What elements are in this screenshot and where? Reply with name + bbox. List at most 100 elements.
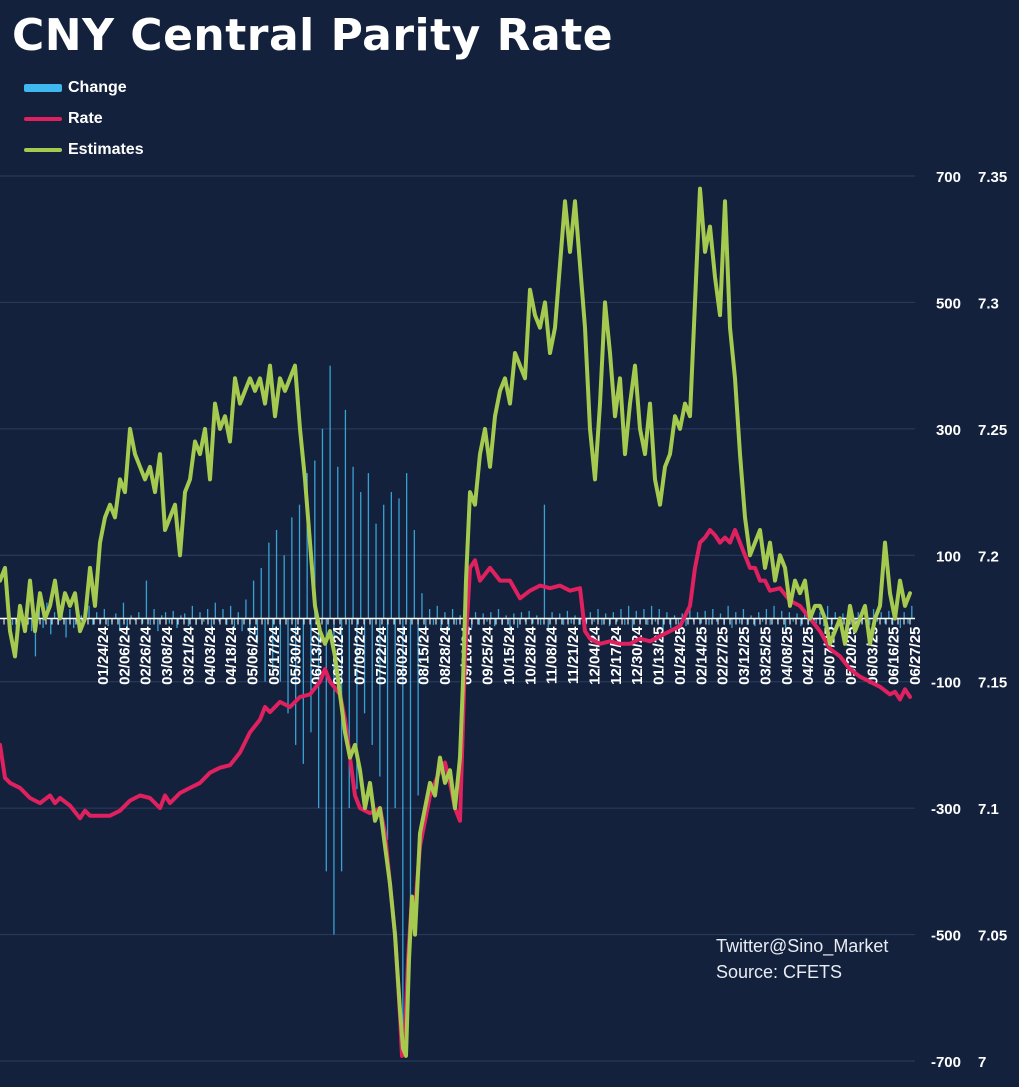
change-bar	[788, 612, 791, 619]
change-bar	[486, 618, 488, 622]
change-bar	[494, 618, 496, 627]
change-bar	[375, 523, 377, 619]
change-bar	[260, 567, 262, 619]
change-bar	[570, 618, 572, 624]
change-bar	[490, 612, 492, 619]
right-axis-tick-label: 7.35	[978, 169, 1007, 186]
change-bar	[670, 618, 672, 628]
x-axis-tick-label: 08/15/24	[416, 626, 433, 685]
change-bar	[509, 618, 511, 632]
legend-label-rate: Rate	[68, 109, 103, 127]
legend-item-change: Change	[24, 72, 144, 103]
change-bar	[650, 605, 653, 619]
x-axis-tick-label: 06/26/24	[330, 626, 347, 685]
change-bar	[888, 610, 890, 619]
left-axis-tick-label: -700	[931, 1054, 961, 1071]
x-axis-tick-label: 04/03/24	[202, 626, 219, 685]
legend-swatch-rate	[24, 116, 62, 121]
right-axis-tick-label: 7.2	[978, 548, 999, 565]
change-bar	[295, 618, 297, 745]
change-bar	[884, 618, 886, 624]
x-axis-tick-label: 05/17/24	[266, 626, 283, 685]
change-bar	[792, 618, 794, 622]
change-bar	[50, 618, 52, 635]
change-bar	[417, 618, 419, 796]
change-bar	[199, 612, 201, 619]
left-axis-tick-label: -100	[931, 675, 961, 692]
x-axis-tick-label: 04/08/25	[779, 627, 796, 685]
change-bar	[302, 618, 304, 764]
change-bar	[306, 473, 308, 619]
change-bar	[245, 599, 247, 619]
x-axis-tick-label: 06/16/25	[886, 627, 903, 685]
change-bar	[666, 612, 668, 619]
change-bar	[593, 618, 595, 622]
change-bar	[406, 473, 408, 619]
x-axis-tick-label: 02/26/24	[138, 626, 155, 685]
x-axis-tick-label: 02/06/24	[116, 626, 133, 685]
change-bar	[65, 618, 67, 638]
change-bar	[241, 618, 243, 632]
x-axis-tick-label: 12/17/24	[608, 626, 625, 685]
x-axis-tick-label: 07/22/24	[373, 626, 390, 685]
change-bar	[735, 612, 737, 619]
credits: Twitter@Sino_Market Source: CFETS	[716, 933, 888, 985]
change-bar	[141, 618, 144, 624]
change-bar	[184, 613, 186, 619]
change-bar	[356, 618, 358, 790]
legend-swatch-change	[24, 83, 62, 92]
x-axis-tick-label: 12/30/24	[629, 626, 646, 685]
change-bar	[367, 473, 370, 619]
change-bar	[394, 618, 396, 809]
change-bar	[627, 605, 630, 619]
change-bar	[532, 618, 534, 624]
change-bar	[256, 618, 259, 644]
change-bar	[562, 618, 565, 625]
change-bars	[8, 365, 913, 1049]
change-bar	[11, 618, 14, 625]
x-axis-tick-label: 09/25/24	[480, 626, 497, 685]
change-bar	[520, 612, 523, 619]
change-bar	[348, 618, 350, 809]
x-axis-tick-label: 04/21/25	[800, 627, 817, 685]
change-bar	[478, 618, 481, 625]
change-bar	[643, 609, 645, 619]
change-bar	[474, 612, 477, 619]
x-axis-tick-label: 03/12/25	[736, 627, 753, 685]
change-bar	[528, 610, 530, 619]
change-bar	[42, 618, 44, 628]
change-bar	[360, 492, 362, 619]
change-bar	[708, 618, 710, 625]
change-bar	[800, 618, 802, 627]
right-axis-tick-label: 7.15	[978, 675, 1007, 692]
change-bar	[107, 618, 109, 627]
right-axis-tick-label: 7	[978, 1054, 986, 1071]
change-bar	[685, 618, 687, 627]
change-bar	[118, 618, 121, 632]
change-bar	[291, 517, 293, 619]
change-bar	[53, 612, 56, 619]
x-axis-tick-label: 04/18/24	[223, 626, 240, 685]
change-bar	[425, 618, 427, 632]
left-axis-tick-label: 300	[936, 422, 961, 439]
change-bar	[218, 618, 220, 622]
change-bar	[249, 618, 251, 635]
change-bar	[857, 612, 859, 619]
change-bar	[386, 618, 389, 840]
estimates-line	[0, 186, 912, 1058]
x-axis-tick-label: 11/08/24	[544, 626, 561, 684]
change-bar	[176, 618, 178, 628]
rate-line	[0, 528, 912, 1058]
change-bar	[153, 609, 155, 619]
change-bar	[268, 542, 270, 619]
change-bar	[432, 618, 435, 625]
change-bar	[168, 618, 171, 624]
change-bar	[325, 618, 327, 872]
change-bar	[279, 618, 282, 682]
change-bar	[647, 618, 649, 625]
change-bar	[333, 618, 335, 935]
change-bar	[815, 618, 817, 624]
y-axis-labels: 700 7.35 500 7.3 300 7.25 100 7.2 -100 7.15 -300 7.…	[931, 169, 1007, 1071]
rate-series	[0, 528, 912, 1058]
change-bar	[421, 593, 423, 619]
